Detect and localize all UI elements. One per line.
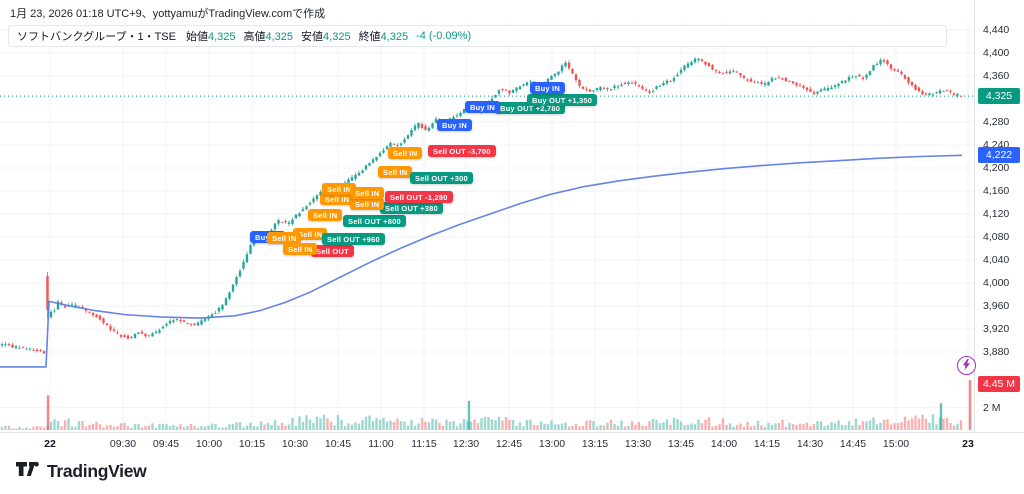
time-tick: 09:30 <box>109 438 137 450</box>
time-tick: 22 <box>44 438 56 450</box>
time-tick: 10:15 <box>238 438 266 450</box>
time-tick: 23 <box>962 438 974 450</box>
volume-axis-tick: 2 M <box>983 402 1001 414</box>
trade-marker-sell-loss[interactable]: Sell OUT -3,700 <box>428 145 496 157</box>
time-tick: 13:00 <box>538 438 566 450</box>
trade-marker-sell-loss[interactable]: Sell OUT <box>311 245 354 257</box>
price-tick: 3,880 <box>983 346 1010 358</box>
trade-marker-sell-in[interactable]: Sell IN <box>308 209 343 221</box>
time-tick: 15:00 <box>882 438 910 450</box>
time-tick: 14:15 <box>753 438 781 450</box>
trade-marker-sell-win[interactable]: Sell OUT +960 <box>322 233 385 245</box>
ohlc-values: 始値4,325 高値4,325 安値4,325 終値4,325 <box>186 28 416 44</box>
price-tick: 4,160 <box>983 185 1010 197</box>
time-tick: 11:00 <box>368 438 394 450</box>
time-tick: 12:45 <box>495 438 523 450</box>
price-tick: 4,080 <box>983 231 1010 243</box>
ohlc-field: 安値4,325 <box>301 31 351 43</box>
price-axis[interactable]: 4,325 4,222 4.45 M 2 M 4,440 4,400 4,360 4,… <box>974 0 1024 456</box>
trade-marker-sell-win[interactable]: Sell OUT +300 <box>410 172 473 184</box>
trade-marker-sell-win[interactable]: Sell OUT +800 <box>343 215 406 227</box>
tradingview-logo-text: TradingView <box>47 461 147 481</box>
ohlc-field: 始値4,325 <box>185 31 236 43</box>
time-axis[interactable]: 22 09:30 09:45 10:00 10:15 10:30 10:45 11:00 11:… <box>0 432 1024 457</box>
boost-button[interactable] <box>957 356 976 375</box>
time-tick: 12:30 <box>452 438 480 450</box>
price-tick: 4,360 <box>983 70 1010 82</box>
price-tick: 4,040 <box>983 254 1010 266</box>
tradingview-logo-icon <box>16 461 40 482</box>
time-tick: 10:45 <box>324 438 352 450</box>
time-tick: 14:00 <box>710 438 738 450</box>
tradingview-footer[interactable]: TradingView <box>16 461 147 482</box>
last-price-label: 4,325 <box>978 88 1020 105</box>
time-tick: 11:15 <box>411 438 437 450</box>
price-tick: 4,400 <box>983 47 1010 59</box>
time-tick: 13:30 <box>624 438 652 450</box>
lightning-icon <box>962 357 971 375</box>
ma-value-label: 4,222 <box>978 147 1020 164</box>
trade-marker-sell-in[interactable]: Sell IN <box>293 228 328 240</box>
price-tick: 3,920 <box>983 323 1010 335</box>
ohlc-field: 終値4,325 <box>358 31 409 43</box>
trade-marker-sell-in[interactable]: Sell IN <box>350 187 385 199</box>
price-tick: 4,200 <box>983 162 1010 174</box>
trade-marker-sell-win[interactable]: Sell OUT +380 <box>380 202 443 214</box>
change-value: -4 (-0.09%) <box>416 30 472 42</box>
trade-marker-sell-loss[interactable]: Sell OUT -1,280 <box>385 191 453 203</box>
time-tick: 10:00 <box>195 438 223 450</box>
time-tick: 14:45 <box>839 438 867 450</box>
trade-marker-buy-in[interactable]: Buy IN <box>530 82 565 94</box>
time-tick: 10:30 <box>281 438 309 450</box>
time-tick: 09:45 <box>152 438 180 450</box>
time-tick: 14:30 <box>796 438 824 450</box>
current-volume-label: 4.45 M <box>978 376 1020 393</box>
trade-marker-buy-in[interactable]: Buy IN <box>437 119 472 131</box>
trade-marker-sell-in[interactable]: Sell IN <box>267 232 302 244</box>
time-tick: 13:45 <box>667 438 695 450</box>
trade-marker-buy-out[interactable]: Buy OUT +1,350 <box>527 94 598 106</box>
price-tick: 3,960 <box>983 300 1010 312</box>
trade-marker-sell-in[interactable]: Sell IN <box>378 166 413 178</box>
trade-marker-sell-in[interactable]: Sell IN <box>388 147 423 159</box>
trade-marker-buy-in[interactable]: Buy IN <box>465 101 500 113</box>
symbol-legend: ソフトバンクグループ・1・TSE 始値4,325 高値4,325 安値4,325 終値… <box>8 25 947 47</box>
ohlc-field: 高値4,325 <box>243 31 294 43</box>
price-tick: 4,120 <box>983 208 1010 220</box>
symbol-title: ソフトバンクグループ・1・TSE <box>17 31 176 43</box>
snapshot-attribution: 1月 23, 2026 01:18 UTC+9、yottyamuがTrading… <box>10 8 326 20</box>
price-tick: 4,000 <box>983 277 1010 289</box>
trade-marker-sell-in[interactable]: Sell IN <box>322 183 357 195</box>
trade-marker-sell-in[interactable]: Sell IN <box>320 193 355 205</box>
price-tick: 4,440 <box>983 24 1010 36</box>
trade-marker-sell-in[interactable]: Sell IN <box>350 198 385 210</box>
price-tick: 4,280 <box>983 116 1010 128</box>
trade-marker-sell-in[interactable]: Sell IN <box>283 243 318 255</box>
time-tick: 13:15 <box>581 438 609 450</box>
